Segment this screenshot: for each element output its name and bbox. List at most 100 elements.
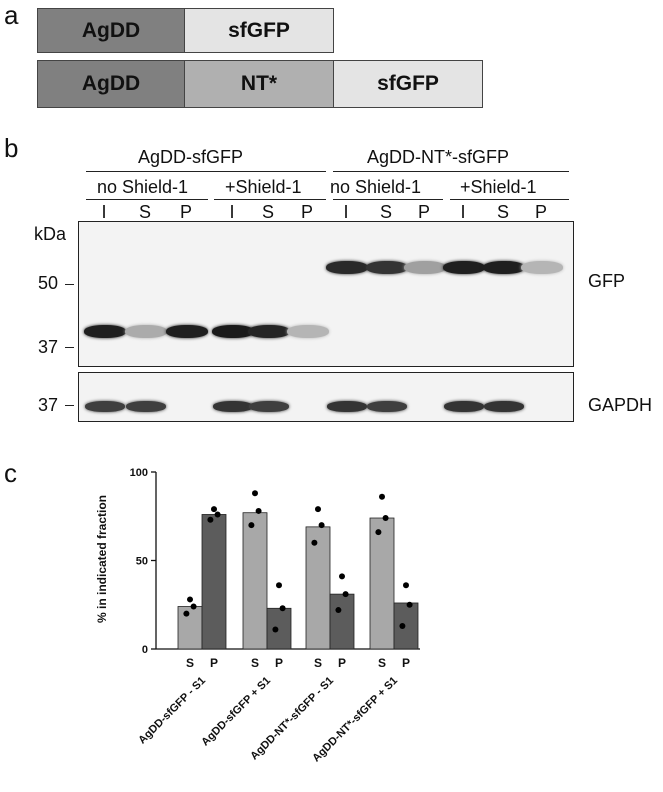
cond2-underline <box>214 199 326 200</box>
chart-points <box>183 490 413 633</box>
gfp-blot <box>78 221 574 367</box>
point-P-2-2 <box>279 605 286 612</box>
bar-label-S-4: S <box>378 656 386 670</box>
point-P-1-2 <box>214 511 221 518</box>
band-lane-5 <box>248 325 290 338</box>
bar-P-4 <box>393 602 419 650</box>
cond-label-no-shield-1: no Shield-1 <box>97 177 189 197</box>
band-lane-1 <box>84 325 126 338</box>
lane-label-4: I <box>229 202 235 222</box>
band-lane-10 <box>443 261 485 274</box>
point-S-3-2 <box>318 522 325 529</box>
band-lane-4 <box>212 325 254 338</box>
point-S-2-3 <box>252 490 258 497</box>
band-lane-14 <box>126 401 166 412</box>
category-label-2: AgDD-sfGFP + S1 <box>199 675 273 749</box>
bar-label-S-3: S <box>314 656 322 670</box>
bar-P-3 <box>329 593 355 650</box>
band-lane-3 <box>166 325 208 338</box>
lane-label-3: P <box>179 202 192 222</box>
band-lane-20 <box>367 401 407 412</box>
lane-label-12: P <box>534 202 547 222</box>
cond1-underline <box>86 199 208 200</box>
point-P-4-1 <box>399 622 406 629</box>
lane-label-2: S <box>138 202 151 222</box>
construct2-nt-segment: NT* <box>184 60 334 108</box>
point-S-2-1 <box>248 522 255 529</box>
panel-b-letter: b <box>4 133 19 163</box>
point-S-1-2 <box>190 603 197 610</box>
point-P-1-3 <box>211 506 217 513</box>
cond-label-plus-shield-1: +Shield-1 <box>225 177 302 197</box>
point-S-4-3 <box>379 493 385 500</box>
chart-bars <box>177 512 419 650</box>
construct1-sfgfp-segment: sfGFP <box>184 8 334 53</box>
construct2-agdd-segment: AgDD <box>37 60 185 108</box>
panel-c-letter: c <box>4 458 17 488</box>
point-P-2-3 <box>276 582 282 589</box>
band-lane-11 <box>483 261 525 274</box>
bar-label-P-2: P <box>275 656 283 670</box>
mw-tick-37-top <box>65 347 74 348</box>
bar-S-3 <box>305 526 331 650</box>
point-P-1-1 <box>207 516 214 523</box>
lane-label-10: I <box>460 202 466 222</box>
lane-label-1: I <box>101 202 107 222</box>
cond-label-plus-shield-1-nt: +Shield-1 <box>460 177 537 197</box>
y-tick-label-100: 100 <box>130 467 148 479</box>
mw-tick-50 <box>65 284 74 285</box>
point-P-3-2 <box>342 591 349 598</box>
point-S-1-3 <box>187 596 193 603</box>
category-label-1: AgDD-sfGFP - S1 <box>136 675 208 747</box>
point-S-4-1 <box>375 529 382 536</box>
panel-a-letter: a <box>4 0 19 30</box>
gapdh-label: GAPDH <box>588 395 653 415</box>
point-P-4-3 <box>403 582 409 589</box>
point-S-3-3 <box>315 506 321 513</box>
cond4-underline <box>450 199 569 200</box>
bar-S-1 <box>177 606 203 650</box>
mw-tick-37-bottom <box>65 405 74 406</box>
mw-marker-37-top: 37 <box>37 337 58 357</box>
mw-marker-50: 50 <box>37 273 58 293</box>
band-lane-22 <box>444 401 484 412</box>
gfp-label: GFP <box>588 271 626 291</box>
lane-label-8: S <box>379 202 392 222</box>
construct1-agdd-segment: AgDD <box>37 8 185 53</box>
band-lane-13 <box>85 401 125 412</box>
band-lane-9 <box>404 261 446 274</box>
lane-label-6: P <box>300 202 313 222</box>
band-lane-2 <box>125 325 167 338</box>
bar-S-2 <box>242 512 268 650</box>
gapdh-blot <box>78 372 574 422</box>
lane-label-7: I <box>343 202 349 222</box>
y-tick-label-50: 50 <box>136 556 148 568</box>
group2-underline <box>333 171 569 172</box>
bar-P-2 <box>266 607 292 650</box>
point-S-1-1 <box>183 610 190 617</box>
band-lane-16 <box>213 401 253 412</box>
lane-label-5: S <box>261 202 274 222</box>
point-S-3-1 <box>311 539 318 546</box>
y-axis-label: % in indicated fraction <box>95 495 109 623</box>
lane-label-11: S <box>496 202 509 222</box>
band-lane-6 <box>287 325 329 338</box>
point-P-3-3 <box>339 573 345 580</box>
mw-marker-37-bottom: 37 <box>37 395 58 415</box>
point-P-4-2 <box>406 601 413 608</box>
band-lane-12 <box>521 261 563 274</box>
lane-label-9: P <box>417 202 430 222</box>
bar-label-S-2: S <box>251 656 259 670</box>
y-tick-label-0: 0 <box>142 644 148 656</box>
point-S-4-2 <box>382 515 389 522</box>
band-lane-7 <box>326 261 368 274</box>
bar-label-P-1: P <box>210 656 218 670</box>
point-S-2-2 <box>255 507 262 514</box>
kda-label: kDa <box>34 224 67 244</box>
cond3-underline <box>333 199 443 200</box>
band-lane-17 <box>249 401 289 412</box>
group-label-agdd-nt-sfgfp: AgDD-NT*-sfGFP <box>367 147 510 167</box>
band-lane-8 <box>366 261 408 274</box>
point-P-3-1 <box>335 607 342 614</box>
